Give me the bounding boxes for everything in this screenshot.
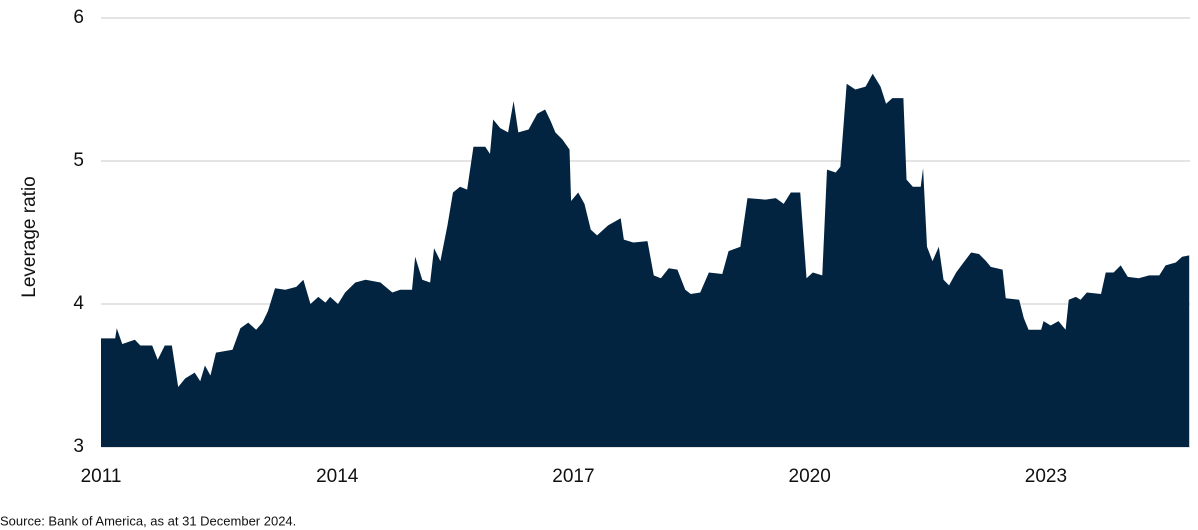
- x-tick-label: 2014: [316, 466, 359, 487]
- x-tick-label: 2020: [789, 466, 831, 487]
- y-tick-label: 5: [73, 150, 84, 171]
- area: [101, 73, 1190, 448]
- y-tick-label: 6: [73, 7, 84, 28]
- x-tick-label: 2023: [1025, 466, 1067, 487]
- y-axis-label: Leverage ratio: [19, 176, 40, 297]
- y-tick-label: 4: [73, 293, 84, 314]
- x-tick-label: 2017: [552, 466, 594, 487]
- x-tick-label: 2011: [81, 466, 122, 487]
- source-note: Source: Bank of America, as at 31 Decemb…: [0, 513, 296, 528]
- y-tick-label: 3: [73, 436, 84, 457]
